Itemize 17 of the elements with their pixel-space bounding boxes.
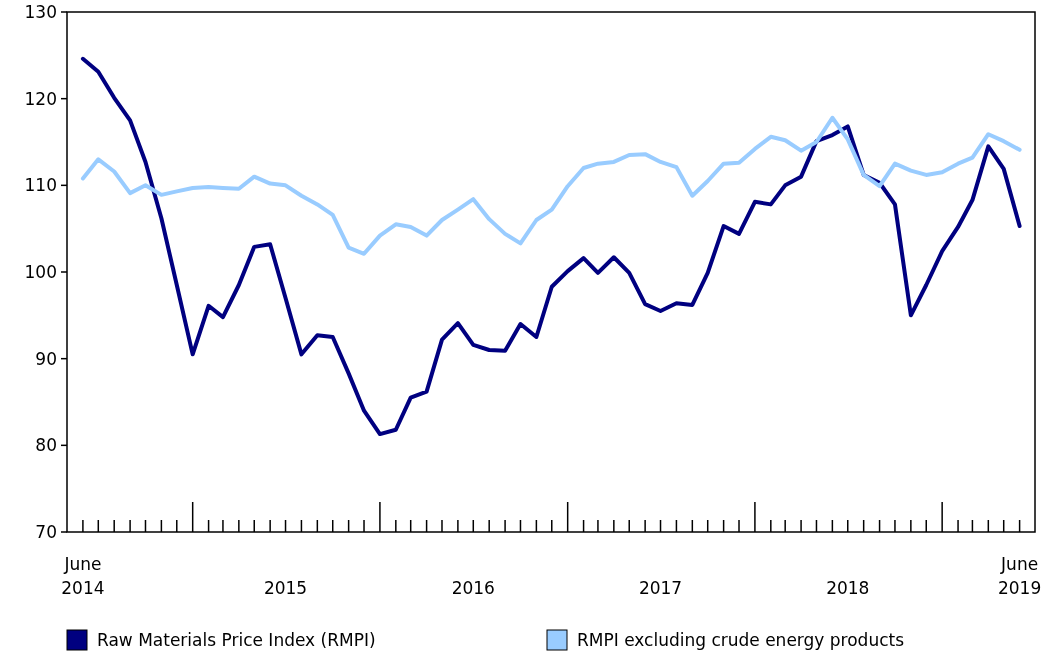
line-series <box>80 115 1022 256</box>
x-tick-label: 2016 <box>451 578 495 598</box>
legend-label: Raw Materials Price Index (RMPI) <box>97 629 376 650</box>
x-tick-label: June 2019 <box>997 554 1042 598</box>
line-series <box>80 56 1022 437</box>
x-tick-label: June 2014 <box>61 554 105 598</box>
y-tick-label: 70 <box>35 521 57 542</box>
y-tick-label: 110 <box>24 175 57 196</box>
y-tick-label: 90 <box>35 348 57 369</box>
legend-label: RMPI excluding crude energy products <box>577 629 905 650</box>
x-tick-label: 2015 <box>263 578 308 598</box>
y-tick-label: 130 <box>24 1 57 22</box>
y-tick-label: 100 <box>24 261 57 282</box>
y-tick-label: 80 <box>35 435 57 456</box>
y-tick-label: 120 <box>24 88 57 109</box>
x-tick-label: 2017 <box>638 578 683 598</box>
x-tick-label: 2018 <box>826 578 870 598</box>
